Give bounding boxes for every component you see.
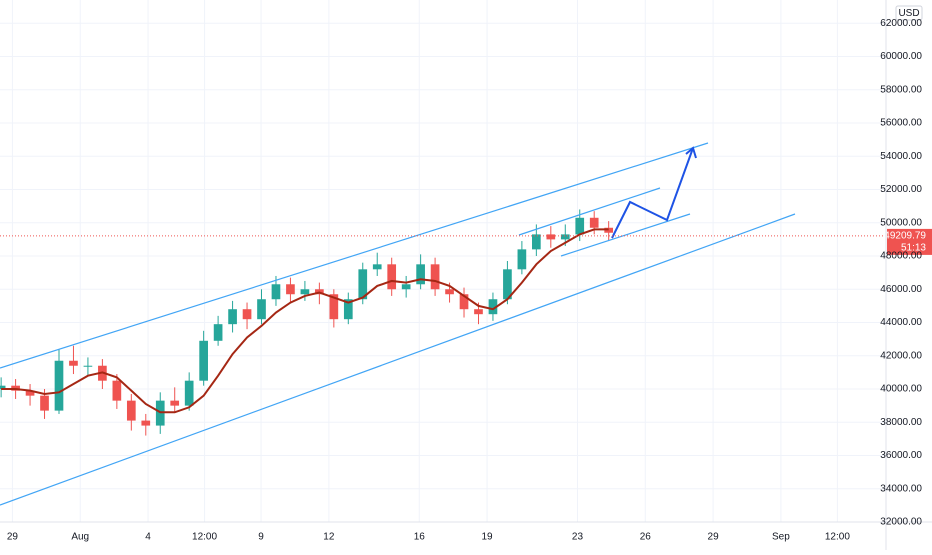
channel-lower — [0, 213, 796, 506]
candle-body — [69, 360, 78, 366]
moving-average — [1, 228, 609, 414]
x-tick-label: 29 — [708, 532, 720, 543]
candle-body — [517, 249, 527, 270]
y-tick-label: 54000.00 — [880, 151, 922, 162]
candle-body — [459, 294, 469, 310]
x-tick-label: 26 — [640, 532, 652, 543]
candle-body — [40, 395, 49, 411]
candle-body — [575, 217, 585, 235]
candle-body — [488, 299, 498, 315]
candle-body — [0, 385, 6, 390]
candle-body — [112, 380, 122, 401]
y-tick-label: 42000.00 — [880, 350, 922, 361]
y-tick-label: 38000.00 — [880, 417, 922, 428]
y-tick-label: 46000.00 — [880, 284, 922, 295]
candle-body — [25, 390, 35, 396]
candle-body — [445, 289, 454, 295]
y-tick-label: 44000.00 — [880, 317, 922, 328]
y-tick-label: 34000.00 — [880, 483, 922, 494]
candle-body — [416, 264, 425, 285]
candle-body — [589, 217, 599, 228]
y-tick-label: 56000.00 — [880, 118, 922, 129]
y-tick-label: 50000.00 — [880, 217, 922, 228]
y-tick-label: 48000.00 — [880, 251, 922, 262]
candle-body — [546, 234, 556, 240]
last-price-box — [887, 228, 932, 255]
projection-arrowhead — [685, 146, 697, 159]
y-tick-label: 40000.00 — [880, 384, 922, 395]
candle-body — [184, 380, 194, 406]
candle-body — [343, 299, 353, 320]
candle-body — [358, 269, 368, 300]
flag-upper — [518, 187, 661, 236]
candle-body — [532, 234, 541, 250]
candle-body — [54, 360, 64, 411]
candle-body — [329, 294, 339, 320]
y-tick-label: 36000.00 — [880, 450, 922, 461]
candle-body — [141, 420, 151, 426]
candle-body — [286, 284, 295, 295]
candle-body — [300, 289, 310, 295]
candle-body — [228, 309, 237, 325]
grid — [0, 0, 886, 523]
candle-body — [271, 284, 281, 300]
x-tick-label: 12:00 — [825, 532, 850, 543]
currency-label: USD — [898, 8, 919, 19]
candle-body — [372, 264, 382, 270]
y-tick-label: 60000.00 — [880, 51, 922, 62]
candle-body — [430, 264, 440, 290]
y-tick-label: 32000.00 — [880, 517, 922, 528]
x-tick-label: 19 — [482, 532, 494, 543]
candle-body — [213, 324, 223, 341]
candle-body — [126, 400, 136, 421]
x-tick-label: 12 — [323, 532, 335, 543]
currency-box[interactable] — [895, 5, 923, 21]
candle-body — [83, 365, 93, 367]
x-tick-label: 4 — [145, 532, 151, 543]
flag-lower — [560, 213, 691, 257]
drawings — [0, 142, 796, 506]
x-tick-label: Sep — [772, 532, 790, 543]
last-price-label: 49209.79 — [884, 231, 926, 242]
channel-upper — [0, 142, 709, 369]
projection-path — [611, 147, 694, 239]
candle-body — [560, 234, 570, 240]
candle-body — [199, 340, 208, 381]
x-tick-label: 9 — [258, 532, 264, 543]
candle-body — [474, 309, 483, 315]
countdown-label: 51:13 — [901, 243, 926, 254]
y-tick-label: 52000.00 — [880, 184, 922, 195]
marks — [0, 209, 614, 436]
x-tick-label: 12:00 — [192, 532, 217, 543]
x-tick-label: Aug — [71, 532, 89, 543]
x-tick-label: 23 — [572, 532, 584, 543]
y-tick-label: 62000.00 — [880, 18, 922, 29]
y-tick-label: 58000.00 — [880, 84, 922, 95]
candle-body — [257, 299, 266, 320]
candle-body — [401, 284, 411, 290]
x-tick-label: 29 — [7, 532, 19, 543]
candle-body — [387, 264, 397, 290]
x-tick-label: 16 — [414, 532, 426, 543]
candle-body — [242, 309, 252, 320]
candle-body — [170, 400, 180, 406]
candle-body — [503, 269, 512, 300]
